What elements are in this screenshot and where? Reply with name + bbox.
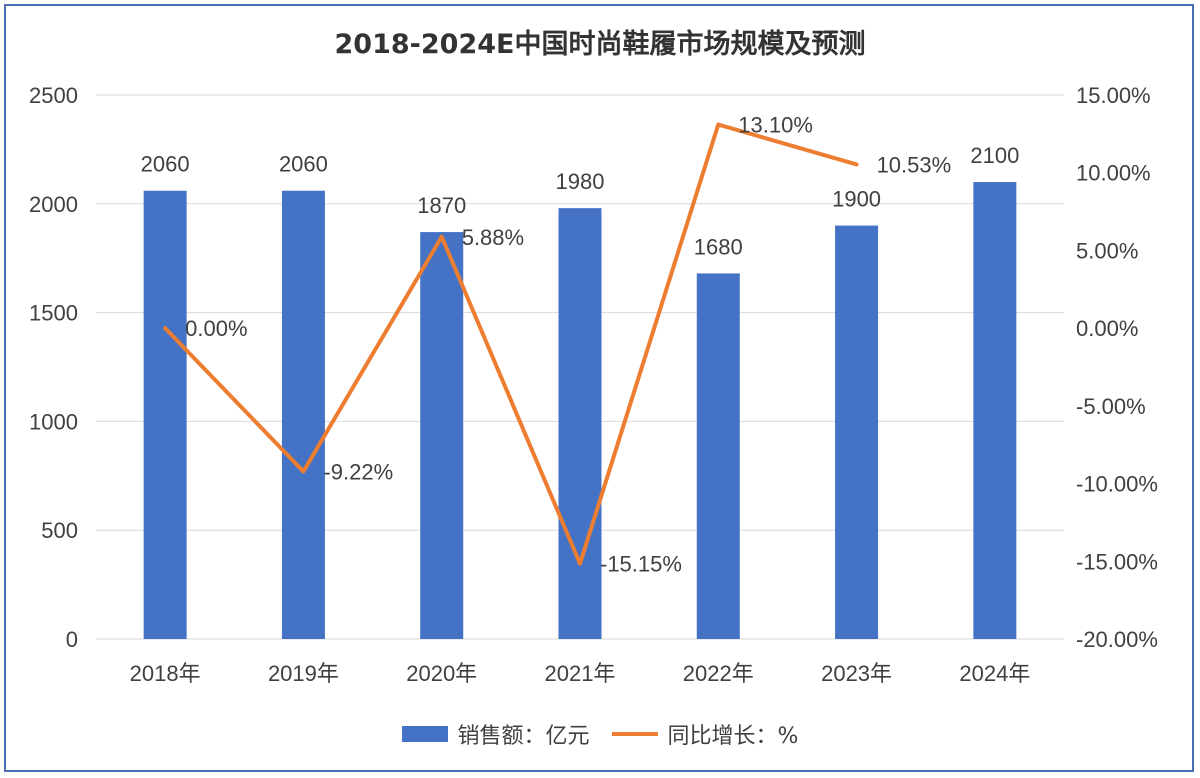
bar-data-label: 2060 [279,152,328,177]
bar-data-label: 2060 [141,152,190,177]
y-right-tick-label: 15.00% [1076,83,1151,108]
bar-data-label: 1680 [694,234,743,259]
line-data-label: 10.53% [877,152,952,177]
y-right-tick-label: -20.00% [1076,627,1158,652]
bar-data-label: 1900 [832,187,881,212]
y-left-tick-label: 500 [41,518,78,543]
legend-bar-label: 销售额：亿元 [457,724,590,749]
line-data-label: -9.22% [323,459,393,484]
legend-item-line: 同比增长：% [611,718,799,750]
bar [558,208,602,640]
x-tick-label: 2021年 [545,661,616,686]
y-right-tick-label: -15.00% [1076,549,1158,574]
y-left-tick-label: 1500 [29,301,78,326]
bar [143,190,187,639]
bar-data-label: 1980 [556,169,605,194]
legend-line-swatch [611,732,658,736]
line-series [163,122,859,566]
chart-title: 2018-2024E中国时尚鞋履市场规模及预测 [334,29,866,60]
legend-item-bar: 销售额：亿元 [401,718,590,750]
line-data-label: -15.15% [600,552,682,577]
y-left-tick-label: 2500 [29,83,78,108]
y-right-tick-label: 5.00% [1076,238,1138,263]
bar [973,182,1017,640]
x-tick-label: 2018年 [130,661,201,686]
legend: 销售额：亿元 同比增长：% [0,718,1200,750]
bar [281,190,325,639]
x-tick-label: 2024年 [959,661,1030,686]
y-right-tick-label: -5.00% [1076,394,1146,419]
legend-bar-swatch [401,726,448,742]
bar-data-label: 2100 [970,143,1019,168]
bar [835,225,879,639]
bar [420,232,464,639]
x-tick-label: 2019年 [268,661,339,686]
bar [696,273,740,639]
line-data-label: 5.88% [462,225,524,250]
y-right-tick-label: 10.00% [1076,161,1151,186]
line-data-label: 0.00% [185,316,247,341]
line-data-label: 13.10% [738,113,813,138]
y-left-tick-label: 1000 [29,409,78,434]
bar-data-label: 1870 [417,193,466,218]
y-left-tick-label: 0 [66,627,78,652]
y-right-tick-label: -10.00% [1076,472,1158,497]
x-tick-label: 2022年 [683,661,754,686]
y-right-tick-label: 0.00% [1076,316,1138,341]
x-tick-label: 2023年 [821,661,892,686]
legend-line-label: 同比增长：% [667,724,799,749]
y-left-tick-label: 2000 [29,192,78,217]
x-tick-label: 2020年 [406,661,477,686]
